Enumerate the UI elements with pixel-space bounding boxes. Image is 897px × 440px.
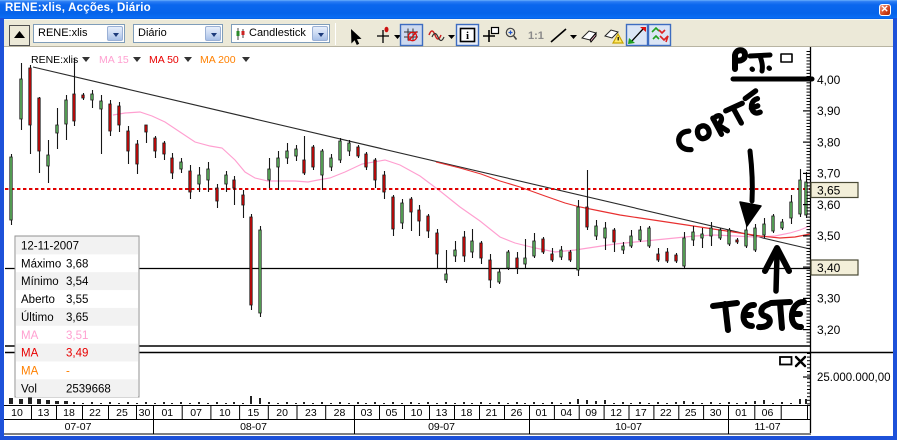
svg-text:09: 09: [585, 407, 597, 419]
svg-text:18: 18: [461, 407, 473, 419]
svg-text:3,49: 3,49: [66, 348, 88, 360]
svg-text:3,20: 3,20: [817, 323, 841, 337]
svg-text:Máximo: Máximo: [21, 258, 61, 270]
svg-text:25: 25: [685, 407, 697, 419]
svg-text:4,00: 4,00: [817, 73, 841, 87]
svg-text:3,50: 3,50: [817, 229, 841, 243]
svg-text:3,80: 3,80: [817, 135, 841, 149]
svg-text:3,65: 3,65: [66, 312, 88, 324]
svg-text:3,30: 3,30: [817, 292, 841, 306]
svg-text:MA: MA: [21, 348, 39, 360]
svg-text:03: 03: [361, 407, 373, 419]
svg-text:10: 10: [411, 407, 423, 419]
svg-text:3,68: 3,68: [66, 258, 88, 270]
svg-text:07-07: 07-07: [65, 421, 92, 433]
svg-text:1:1: 1:1: [528, 30, 544, 42]
svg-text:05: 05: [386, 407, 398, 419]
svg-text:10: 10: [219, 407, 231, 419]
svg-text:07: 07: [190, 407, 202, 419]
svg-text:09-07: 09-07: [428, 421, 455, 433]
svg-text:20: 20: [276, 407, 288, 419]
svg-text:MA 200: MA 200: [200, 54, 236, 66]
svg-text:17: 17: [635, 407, 647, 419]
svg-text:25: 25: [116, 407, 128, 419]
svg-text:10-07: 10-07: [615, 421, 642, 433]
svg-text:01: 01: [735, 407, 747, 419]
svg-text:MA 15: MA 15: [99, 54, 129, 66]
svg-text:30: 30: [710, 407, 722, 419]
svg-text:22: 22: [660, 407, 672, 419]
svg-text:10: 10: [11, 407, 23, 419]
svg-text:23: 23: [305, 407, 317, 419]
svg-text:11-07: 11-07: [754, 421, 780, 433]
svg-text:12: 12: [610, 407, 622, 419]
svg-text:04: 04: [560, 407, 572, 419]
svg-text:18: 18: [63, 407, 75, 419]
svg-text:Último: Último: [21, 311, 54, 324]
svg-text:Aberto: Aberto: [21, 294, 55, 306]
svg-text:01: 01: [161, 407, 173, 419]
svg-text:RENE:xlis: RENE:xlis: [31, 54, 78, 66]
svg-text:28: 28: [334, 407, 346, 419]
svg-text:MA: MA: [21, 330, 39, 342]
svg-text:15: 15: [248, 407, 260, 419]
svg-text:3,70: 3,70: [817, 167, 841, 181]
svg-text:3,54: 3,54: [66, 276, 89, 288]
svg-text:21: 21: [486, 407, 498, 419]
svg-text:3,65: 3,65: [817, 184, 841, 198]
svg-text:2539668: 2539668: [66, 383, 111, 395]
svg-text:3,55: 3,55: [66, 294, 88, 306]
svg-text:3,51: 3,51: [66, 330, 88, 342]
svg-text:3,60: 3,60: [817, 198, 841, 212]
svg-text:13: 13: [38, 407, 50, 419]
svg-text:12-11-2007: 12-11-2007: [21, 241, 79, 253]
svg-text:22: 22: [89, 407, 101, 419]
svg-text:3,90: 3,90: [817, 104, 841, 118]
svg-text:30: 30: [139, 407, 151, 419]
svg-text:Vol: Vol: [21, 383, 37, 395]
svg-text:01: 01: [536, 407, 548, 419]
svg-text:Mínimo: Mínimo: [21, 276, 59, 288]
svg-text:26: 26: [511, 407, 523, 419]
svg-text:3,40: 3,40: [817, 261, 841, 275]
svg-text:MA 50: MA 50: [149, 54, 179, 66]
svg-text:25.000.000,00: 25.000.000,00: [817, 372, 891, 384]
svg-text:i: i: [466, 30, 469, 42]
svg-text:06: 06: [762, 407, 774, 419]
svg-text:MA: MA: [21, 366, 39, 378]
svg-text:08-07: 08-07: [240, 421, 267, 433]
svg-text:13: 13: [436, 407, 448, 419]
svg-text:-: -: [66, 366, 70, 378]
